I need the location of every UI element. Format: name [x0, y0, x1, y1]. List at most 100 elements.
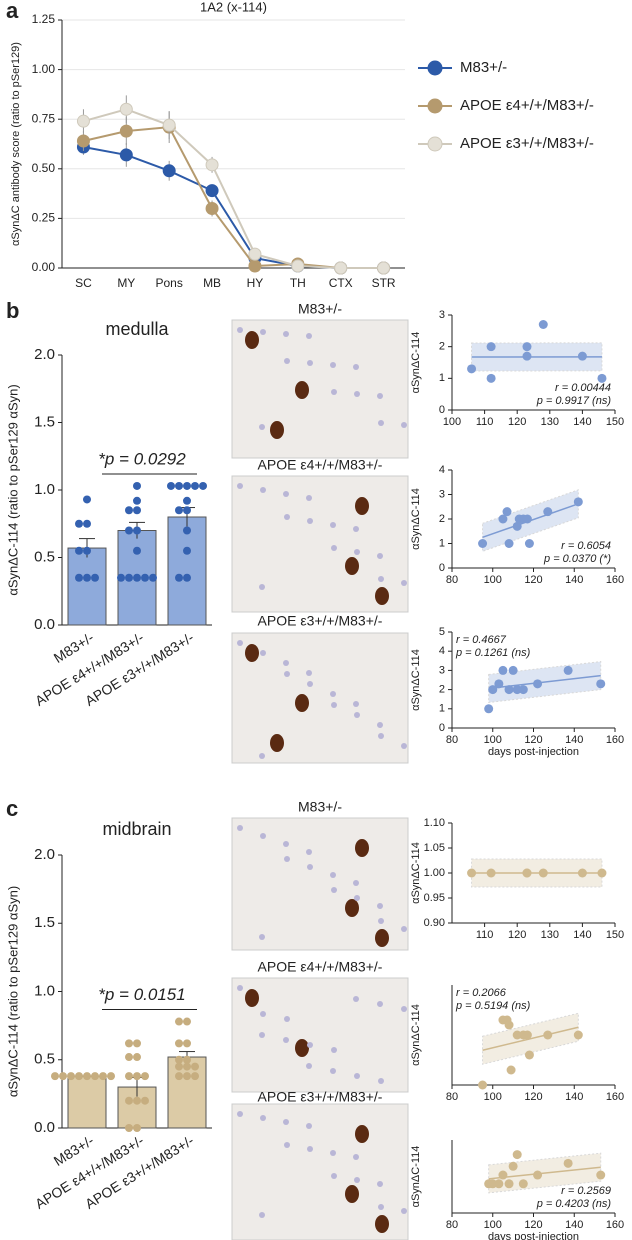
legend-marker — [427, 136, 443, 152]
data-point — [175, 1072, 183, 1081]
x-axis-label: days post-injection — [488, 746, 579, 758]
data-point — [141, 1096, 149, 1105]
data-point — [522, 351, 532, 361]
y-tick-label: 2.0 — [34, 846, 55, 863]
x-tick-label: 110 — [476, 416, 494, 428]
nucleus — [306, 495, 312, 501]
nucleus — [307, 518, 313, 524]
data-point — [467, 868, 477, 878]
data-point — [205, 158, 219, 172]
nucleus — [306, 1123, 312, 1129]
data-point — [119, 124, 133, 138]
correlation-label: r = 0.6054 — [561, 540, 611, 552]
chart-title: midbrain — [102, 819, 171, 839]
data-point — [522, 868, 532, 878]
y-axis-label: αSynΔC-114 — [410, 488, 422, 550]
nucleus — [307, 681, 313, 687]
nucleus — [284, 358, 290, 364]
y-tick-label: 1.00 — [32, 62, 56, 76]
micrograph-label: APOE ε3+/+/M83+/- — [258, 613, 383, 629]
data-point — [522, 514, 532, 524]
legend-marker — [427, 60, 443, 76]
x-tick-label: 100 — [484, 734, 502, 746]
nucleus — [377, 722, 383, 728]
y-tick-label: 2 — [439, 513, 445, 525]
data-point — [191, 481, 199, 490]
series-line — [83, 126, 384, 269]
nucleus — [354, 712, 360, 718]
data-point — [522, 342, 532, 352]
x-tick-label: 140 — [565, 734, 583, 746]
data-point — [175, 1017, 183, 1026]
data-point — [99, 1072, 107, 1081]
nucleus — [259, 1032, 265, 1038]
y-tick-label: 0.95 — [424, 892, 445, 904]
y-tick-label: 1.0 — [34, 982, 55, 999]
legend-label: M83+/- — [460, 59, 507, 76]
stained-cell — [375, 587, 389, 605]
x-tick-label: 140 — [565, 574, 583, 586]
nucleus — [353, 996, 359, 1002]
stained-cell — [345, 557, 359, 575]
data-point — [133, 546, 141, 555]
data-point — [91, 1072, 99, 1081]
data-point — [486, 373, 496, 383]
data-point — [504, 685, 514, 695]
data-point — [183, 481, 191, 490]
data-point — [191, 1062, 199, 1071]
y-tick-label: 0.50 — [32, 161, 56, 175]
x-tick-label: 160 — [606, 1219, 624, 1231]
data-point — [183, 1055, 191, 1064]
data-point — [183, 1072, 191, 1081]
nucleus — [307, 864, 313, 870]
y-tick-label: 0.5 — [34, 1051, 55, 1068]
y-tick-label: 1.0 — [34, 481, 55, 498]
nucleus — [401, 1006, 407, 1012]
data-point — [133, 1039, 141, 1048]
nucleus — [354, 1073, 360, 1079]
correlation-label: r = 0.4667 — [456, 634, 507, 646]
data-point — [478, 539, 488, 548]
x-tick-label: 140 — [565, 1091, 583, 1103]
data-point — [175, 1062, 183, 1071]
nucleus — [283, 491, 289, 497]
data-point — [467, 364, 477, 374]
correlation-label: p = 0.5194 (ns) — [455, 1000, 531, 1012]
nucleus — [330, 1150, 336, 1156]
data-point — [175, 481, 183, 490]
data-point — [573, 1030, 583, 1040]
y-axis-label: αSynΔC-114 — [410, 332, 422, 394]
data-point — [133, 1124, 141, 1132]
y-axis-label: αSynΔC-114 — [410, 649, 422, 711]
nucleus — [377, 393, 383, 399]
data-point — [596, 1170, 606, 1180]
x-tick-label: 80 — [446, 574, 458, 586]
correlation-label: r = 0.2066 — [456, 987, 507, 999]
nucleus — [330, 362, 336, 368]
nucleus — [307, 360, 313, 366]
x-tick-label: 130 — [541, 416, 559, 428]
legend-marker — [427, 98, 443, 114]
micrograph-label: M83+/- — [298, 301, 342, 317]
x-tick-label: 100 — [443, 416, 461, 428]
data-point — [484, 704, 494, 714]
data-point — [334, 261, 348, 275]
nucleus — [354, 549, 360, 555]
x-tick-label: 80 — [446, 734, 458, 746]
nucleus — [354, 391, 360, 397]
nucleus — [283, 331, 289, 337]
x-tick-label: 140 — [573, 929, 591, 941]
correlation-label: r = 0.00444 — [555, 382, 611, 394]
y-tick-label: 1.5 — [34, 413, 55, 430]
nucleus — [331, 887, 337, 893]
bar — [167, 516, 207, 626]
y-tick-label: 0.5 — [34, 548, 55, 565]
nucleus — [378, 576, 384, 582]
y-tick-label: 3 — [439, 664, 445, 676]
x-tick-label: 120 — [524, 574, 542, 586]
x-tick-label: SC — [75, 276, 92, 290]
x-tick-label: 160 — [606, 734, 624, 746]
nucleus — [331, 1047, 337, 1053]
panel-letter: b — [6, 298, 19, 323]
nucleus — [401, 1208, 407, 1214]
